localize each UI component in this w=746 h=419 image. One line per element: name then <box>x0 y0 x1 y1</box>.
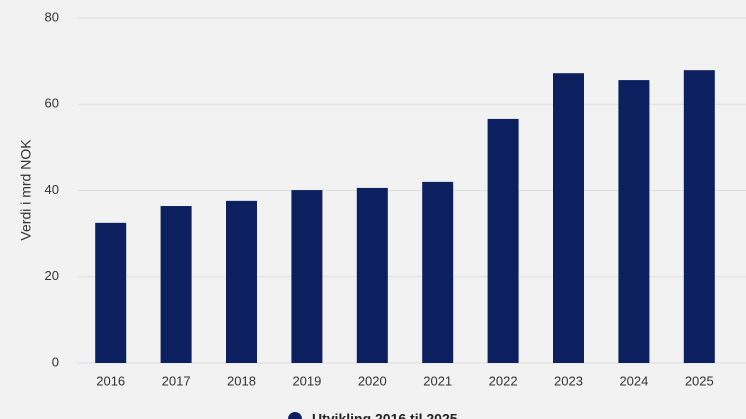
bar <box>553 73 584 363</box>
x-tick-label: 2018 <box>227 373 256 388</box>
y-tick-label: 0 <box>52 354 59 369</box>
y-tick-label: 20 <box>45 268 59 283</box>
x-tick-label: 2016 <box>96 373 125 388</box>
bar <box>487 118 519 363</box>
legend-label: Utvikling 2016 til 2025 <box>312 411 458 419</box>
y-tick-label: 80 <box>45 9 59 24</box>
bar <box>356 187 388 363</box>
y-axis-label: Verdi i mrd NOK <box>18 139 34 241</box>
x-tick-label: 2023 <box>554 373 583 388</box>
bar <box>95 222 127 363</box>
x-tick-label: 2024 <box>619 373 648 388</box>
bar <box>618 80 650 363</box>
x-tick-label: 2025 <box>685 373 714 388</box>
y-tick-label: 60 <box>45 96 59 111</box>
x-tick-label: 2019 <box>292 373 321 388</box>
x-tick-label: 2020 <box>358 373 387 388</box>
x-tick-label: 2017 <box>162 373 191 388</box>
bar <box>160 206 192 363</box>
x-tick-label: 2022 <box>489 373 518 388</box>
bar <box>226 200 257 363</box>
y-tick-label: 40 <box>45 182 59 197</box>
legend-marker <box>288 412 302 419</box>
bar <box>683 70 715 364</box>
x-tick-label: 2021 <box>423 373 452 388</box>
bar <box>422 181 454 363</box>
bar <box>291 190 323 363</box>
